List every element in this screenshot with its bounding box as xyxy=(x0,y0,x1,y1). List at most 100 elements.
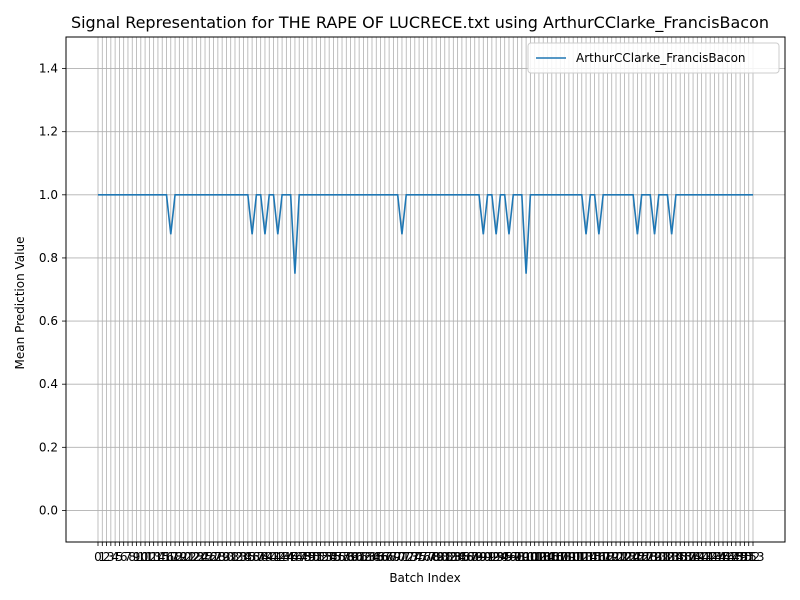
x-tick-label: 146 xyxy=(712,550,735,564)
x-tick-label: 36 xyxy=(244,550,259,564)
x-tick-label: 5 xyxy=(116,550,124,564)
x-tick-label: 2 xyxy=(103,550,111,564)
x-tick-label: 130 xyxy=(643,550,666,564)
x-tick-label: 37 xyxy=(249,550,264,564)
x-tick-label: 92 xyxy=(484,550,499,564)
x-tick-label: 62 xyxy=(356,550,371,564)
x-tick-label: 41 xyxy=(266,550,281,564)
x-tick-label: 40 xyxy=(262,550,277,564)
x-tick-label: 109 xyxy=(553,550,576,564)
x-tick-label: 123 xyxy=(613,550,636,564)
x-tick-label: 61 xyxy=(352,550,367,564)
x-tick-label: 12 xyxy=(142,550,157,564)
x-tick-label: 75 xyxy=(411,550,426,564)
x-tick-label: 140 xyxy=(686,550,709,564)
x-tick-label: 90 xyxy=(476,550,491,564)
x-tick-label: 152 xyxy=(737,550,760,564)
x-tick-label: 89 xyxy=(471,550,486,564)
x-tick-label: 7 xyxy=(124,550,132,564)
x-tick-label: 74 xyxy=(407,550,422,564)
x-tick-label: 147 xyxy=(716,550,739,564)
x-tick-label: 10 xyxy=(133,550,148,564)
x-tick-label: 44 xyxy=(279,550,294,564)
x-tick-label: 11 xyxy=(137,550,152,564)
x-tick-labels: 0123456789101112131415161718192021222324… xyxy=(94,542,764,564)
x-tick-label: 144 xyxy=(703,550,726,564)
x-tick-label: 100 xyxy=(515,550,538,564)
x-tick-label: 124 xyxy=(617,550,640,564)
x-tick-label: 39 xyxy=(257,550,272,564)
x-tick-label: 111 xyxy=(562,550,585,564)
x-tick-label: 70 xyxy=(390,550,405,564)
x-tick-label: 46 xyxy=(287,550,302,564)
x-tick-label: 66 xyxy=(373,550,388,564)
x-tick-label: 81 xyxy=(437,550,452,564)
x-tick-label: 76 xyxy=(416,550,431,564)
x-tick-label: 53 xyxy=(317,550,332,564)
x-tick-label: 114 xyxy=(575,550,598,564)
x-tick-label: 135 xyxy=(664,550,687,564)
legend: ArthurCClarke_FrancisBacon xyxy=(527,42,780,74)
x-tick-label: 79 xyxy=(429,550,444,564)
x-tick-label: 112 xyxy=(566,550,589,564)
x-tick-label: 119 xyxy=(596,550,619,564)
x-tick-label: 127 xyxy=(630,550,653,564)
x-tick-label: 129 xyxy=(639,550,662,564)
x-tick-label: 19 xyxy=(172,550,187,564)
x-tick-label: 72 xyxy=(399,550,414,564)
x-tick-label: 99 xyxy=(514,550,529,564)
x-tick-label: 86 xyxy=(459,550,474,564)
x-tick-label: 68 xyxy=(381,550,396,564)
x-tick-label: 93 xyxy=(488,550,503,564)
y-tick-label: 0.4 xyxy=(39,377,58,391)
x-tick-label: 1 xyxy=(98,550,106,564)
x-tick-label: 97 xyxy=(506,550,521,564)
x-tick-label: 131 xyxy=(647,550,670,564)
x-tick-label: 54 xyxy=(322,550,337,564)
x-tick-label: 115 xyxy=(579,550,602,564)
x-tick-label: 27 xyxy=(206,550,221,564)
x-tick-label: 84 xyxy=(450,550,465,564)
x-tick-label: 42 xyxy=(270,550,285,564)
x-tick-label: 117 xyxy=(587,550,610,564)
x-tick-label: 126 xyxy=(626,550,649,564)
x-tick-label: 137 xyxy=(673,550,696,564)
x-tick-label: 77 xyxy=(420,550,435,564)
x-tick-label: 85 xyxy=(454,550,469,564)
x-tick-label: 50 xyxy=(304,550,319,564)
x-tick-label: 103 xyxy=(527,550,550,564)
x-tick-label: 26 xyxy=(202,550,217,564)
x-tick-label: 122 xyxy=(609,550,632,564)
x-tick-label: 96 xyxy=(501,550,516,564)
y-tick-labels: 0.0 0.2 0.4 0.6 0.8 1.0 1.2 1.4 xyxy=(39,62,66,517)
y-tick-label: 0.0 xyxy=(39,503,58,517)
x-tick-label: 18 xyxy=(167,550,182,564)
legend-entry-label: ArthurCClarke_FrancisBacon xyxy=(576,51,746,65)
x-tick-label: 4 xyxy=(111,550,119,564)
x-tick-label: 25 xyxy=(197,550,212,564)
x-tick-label: 43 xyxy=(274,550,289,564)
x-tick-label: 67 xyxy=(377,550,392,564)
x-tick-label: 3 xyxy=(107,550,115,564)
x-tick-label: 149 xyxy=(724,550,747,564)
x-tick-label: 59 xyxy=(343,550,358,564)
x-tick-label: 94 xyxy=(493,550,508,564)
x-tick-label: 60 xyxy=(347,550,362,564)
x-tick-label: 55 xyxy=(326,550,341,564)
x-tick-label: 87 xyxy=(463,550,478,564)
legend-box xyxy=(527,42,780,74)
x-tick-label: 83 xyxy=(446,550,461,564)
x-tick-label: 13 xyxy=(146,550,161,564)
x-tick-label: 65 xyxy=(369,550,384,564)
y-tick-label: 1.0 xyxy=(39,188,58,202)
x-axis-label: Batch Index xyxy=(389,571,460,585)
y-gridlines xyxy=(66,68,785,511)
x-tick-label: 6 xyxy=(120,550,128,564)
x-tick-label: 101 xyxy=(519,550,542,564)
x-tick-label: 71 xyxy=(394,550,409,564)
x-tick-label: 141 xyxy=(690,550,713,564)
x-tick-label: 30 xyxy=(219,550,234,564)
x-tick-label: 69 xyxy=(386,550,401,564)
x-tick-label: 14 xyxy=(150,550,165,564)
x-tick-label: 105 xyxy=(536,550,559,564)
